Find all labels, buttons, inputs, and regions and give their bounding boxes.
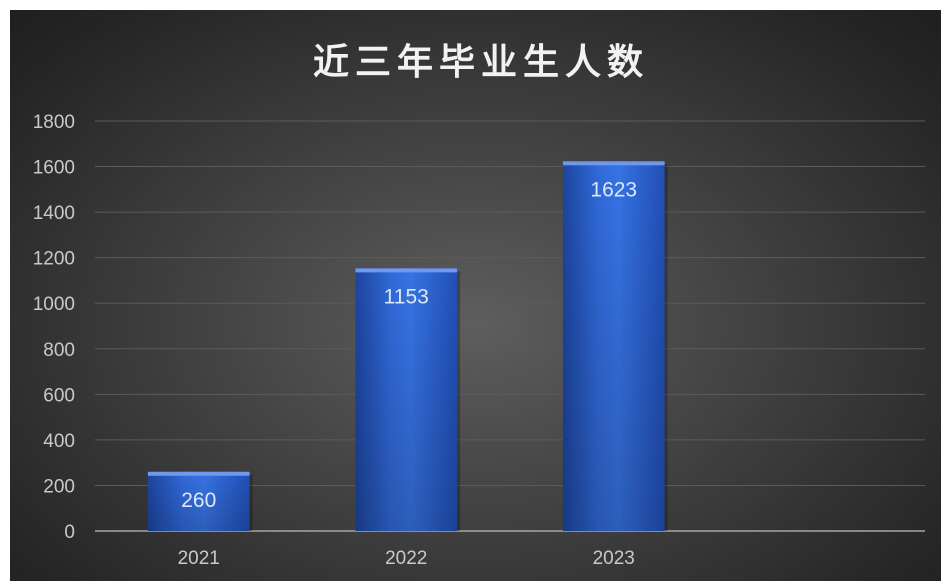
x-tick-label: 2021 — [178, 548, 220, 569]
bar-data-label: 260 — [181, 489, 216, 512]
y-tick-label: 200 — [43, 476, 75, 497]
y-tick-label: 800 — [43, 340, 75, 361]
bar-shade — [147, 471, 250, 531]
y-tick-label: 1400 — [33, 203, 75, 224]
chart-title: 近三年毕业生人数 — [313, 42, 649, 83]
gridlines — [95, 120, 925, 532]
y-tick-label: 1800 — [33, 112, 75, 133]
bar-chart: 0 200 400 600 800 1000 1200 1400 1600 1800 260 115… — [33, 42, 925, 569]
bar-top-edge — [562, 161, 665, 166]
bar-data-label: 1623 — [590, 178, 637, 201]
x-axis-tick-labels: 2021 2022 2023 — [178, 548, 635, 569]
x-tick-label: 2023 — [593, 548, 635, 569]
y-axis-tick-labels: 0 200 400 600 800 1000 1200 1400 1600 1800 — [33, 112, 75, 543]
y-tick-label: 400 — [43, 431, 75, 452]
y-tick-label: 600 — [43, 385, 75, 406]
chart-area: 0 200 400 600 800 1000 1200 1400 1600 1800 260 115… — [10, 10, 941, 581]
x-tick-label: 2022 — [385, 548, 427, 569]
bar-data-label: 1153 — [384, 285, 429, 308]
y-tick-label: 1000 — [33, 294, 75, 315]
bar-shade — [355, 268, 458, 531]
y-tick-label: 0 — [64, 522, 75, 543]
y-tick-label: 1600 — [33, 158, 75, 179]
y-tick-label: 1200 — [33, 249, 75, 270]
bar-top-edge — [147, 471, 250, 476]
bars: 260 1153 1623 — [147, 161, 668, 532]
bar-shade — [562, 161, 665, 532]
bar-top-edge — [355, 268, 458, 273]
